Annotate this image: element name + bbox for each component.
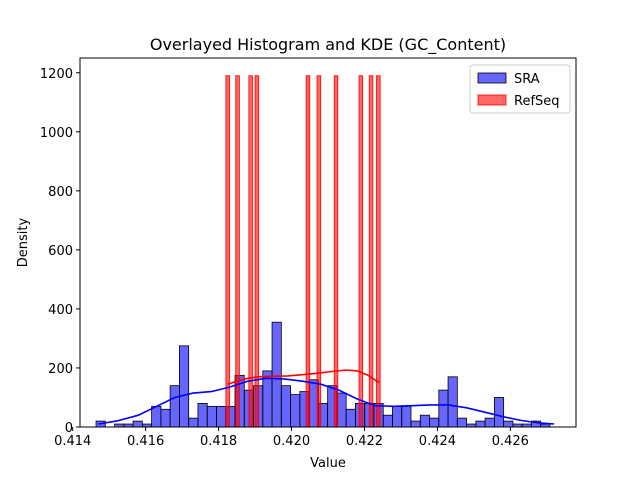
sra-bar bbox=[429, 417, 440, 428]
x-tick-label: 0.426 bbox=[492, 434, 529, 449]
y-tick-label: 1000 bbox=[40, 126, 73, 141]
sra-bar bbox=[151, 405, 162, 428]
sra-bar bbox=[475, 420, 486, 428]
sra-bar bbox=[197, 402, 208, 428]
sra-bar bbox=[419, 414, 430, 428]
sra-bar bbox=[493, 397, 505, 428]
sra-kde-line bbox=[98, 377, 555, 425]
sra-bar bbox=[456, 417, 467, 428]
x-tick-label: 0.424 bbox=[419, 434, 456, 449]
sra-bar bbox=[179, 345, 190, 428]
sra-bar bbox=[392, 405, 403, 428]
y-tick-label: 800 bbox=[48, 185, 73, 200]
refseq-bar bbox=[368, 75, 374, 428]
y-tick-label: 200 bbox=[48, 362, 73, 377]
sra-bar bbox=[206, 405, 217, 428]
sra-bar bbox=[290, 394, 301, 428]
sra-bar bbox=[188, 417, 199, 428]
tick-layer: 0.414 0.416 0.418 0.420 0.422 0.424 0.426 0 200 4… bbox=[40, 67, 529, 449]
sra-bar bbox=[345, 408, 356, 428]
x-axis-label: Value bbox=[310, 456, 346, 471]
refseq-bar bbox=[254, 75, 260, 428]
legend-swatch-refseq bbox=[477, 94, 507, 106]
refseq-bar bbox=[358, 75, 364, 428]
sra-bar bbox=[216, 405, 227, 428]
sra-bar bbox=[160, 408, 171, 428]
refseq-bar bbox=[235, 75, 240, 428]
sra-bar bbox=[271, 321, 282, 428]
refseq-bar bbox=[316, 75, 322, 428]
sra-bar bbox=[503, 420, 514, 428]
sra-bar bbox=[447, 376, 458, 428]
refseq-bar bbox=[248, 75, 253, 428]
sra-bar bbox=[401, 405, 412, 428]
y-tick-label: 0 bbox=[65, 421, 73, 436]
y-tick-label: 400 bbox=[48, 303, 73, 318]
sra-bar bbox=[410, 420, 421, 428]
x-tick-label: 0.420 bbox=[273, 434, 310, 449]
sra-bar bbox=[438, 389, 449, 428]
sra-bar bbox=[132, 420, 143, 428]
sra-bar bbox=[169, 385, 180, 428]
y-tick-label: 600 bbox=[48, 244, 73, 259]
sra-bar bbox=[382, 414, 393, 428]
plot-area bbox=[95, 75, 555, 428]
x-tick-label: 0.416 bbox=[127, 434, 164, 449]
sra-bar bbox=[484, 417, 495, 428]
refseq-bar bbox=[376, 75, 381, 428]
refseq-bar bbox=[225, 75, 230, 428]
chart-title: Overlayed Histogram and KDE (GC_Content) bbox=[150, 35, 506, 55]
x-tick-label: 0.422 bbox=[346, 434, 383, 449]
legend-label-sra: SRA bbox=[514, 72, 540, 87]
x-tick-label: 0.418 bbox=[200, 434, 237, 449]
y-tick-label: 1200 bbox=[40, 67, 73, 82]
sra-bar bbox=[280, 385, 291, 428]
refseq-bar bbox=[333, 75, 339, 428]
y-axis-label: Density bbox=[16, 217, 31, 267]
refseq-kde-line bbox=[227, 369, 380, 385]
x-tick-label: 0.414 bbox=[54, 434, 91, 449]
axes-frame bbox=[79, 57, 577, 428]
legend-label-refseq: RefSeq bbox=[514, 94, 560, 109]
sra-bar bbox=[336, 392, 347, 428]
legend-swatch-sra bbox=[477, 72, 507, 84]
legend: SRA RefSeq bbox=[469, 64, 571, 114]
